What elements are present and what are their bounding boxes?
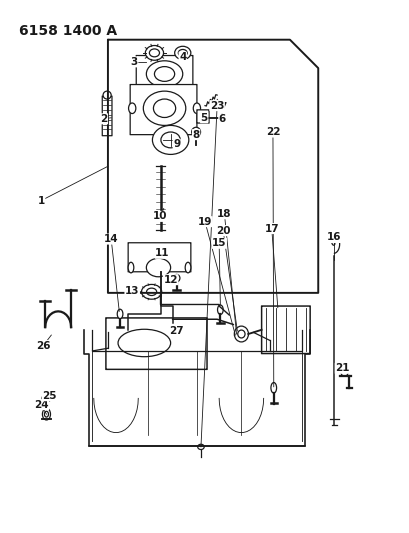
Text: 10: 10 (153, 212, 167, 221)
Text: 15: 15 (211, 238, 226, 248)
Ellipse shape (173, 274, 180, 282)
Text: 13: 13 (125, 286, 139, 296)
Text: 23: 23 (209, 101, 224, 111)
Text: 14: 14 (103, 234, 118, 244)
Ellipse shape (145, 45, 163, 60)
FancyBboxPatch shape (196, 110, 209, 123)
Text: 6158 1400 A: 6158 1400 A (19, 24, 117, 38)
Text: 3: 3 (130, 57, 137, 67)
Text: 25: 25 (42, 391, 56, 401)
Ellipse shape (143, 91, 185, 125)
Ellipse shape (178, 50, 187, 56)
Text: 16: 16 (326, 232, 341, 243)
Ellipse shape (118, 329, 170, 357)
Ellipse shape (234, 326, 248, 342)
Ellipse shape (117, 309, 123, 319)
FancyBboxPatch shape (102, 96, 112, 136)
Text: 8: 8 (192, 130, 199, 140)
Ellipse shape (146, 288, 156, 295)
Ellipse shape (197, 444, 204, 449)
Text: 5: 5 (200, 113, 207, 123)
Ellipse shape (237, 330, 245, 338)
Text: 26: 26 (36, 341, 50, 351)
Ellipse shape (44, 411, 48, 417)
Text: 11: 11 (155, 248, 169, 259)
Text: 4: 4 (179, 52, 186, 62)
Text: 7: 7 (219, 102, 226, 112)
Ellipse shape (103, 91, 111, 99)
Text: 24: 24 (34, 400, 48, 410)
Text: 1: 1 (38, 196, 45, 206)
Text: 22: 22 (265, 127, 279, 137)
Ellipse shape (128, 262, 133, 273)
FancyBboxPatch shape (106, 318, 207, 369)
Ellipse shape (193, 103, 200, 114)
Ellipse shape (141, 285, 161, 299)
Ellipse shape (42, 408, 50, 420)
Ellipse shape (185, 262, 190, 273)
FancyBboxPatch shape (136, 55, 192, 92)
Ellipse shape (149, 49, 159, 57)
FancyBboxPatch shape (130, 85, 196, 135)
Text: 6: 6 (218, 114, 225, 124)
Text: 9: 9 (173, 139, 180, 149)
Ellipse shape (340, 368, 347, 376)
Text: 20: 20 (216, 225, 230, 236)
Ellipse shape (146, 259, 170, 277)
Text: 17: 17 (264, 223, 279, 233)
FancyBboxPatch shape (128, 243, 190, 272)
Ellipse shape (153, 99, 175, 117)
Text: 2: 2 (100, 114, 107, 124)
FancyBboxPatch shape (261, 306, 309, 353)
Ellipse shape (154, 67, 174, 82)
Ellipse shape (128, 103, 135, 114)
Ellipse shape (217, 305, 222, 314)
Text: 21: 21 (335, 364, 349, 373)
Ellipse shape (152, 125, 189, 155)
Ellipse shape (174, 46, 190, 60)
Text: 12: 12 (163, 274, 178, 285)
Ellipse shape (270, 383, 276, 393)
Text: 19: 19 (197, 217, 212, 227)
Ellipse shape (146, 61, 182, 87)
Ellipse shape (44, 397, 48, 400)
Ellipse shape (160, 132, 180, 148)
Text: 18: 18 (217, 209, 231, 219)
Ellipse shape (41, 395, 51, 401)
Text: 27: 27 (169, 326, 184, 336)
Ellipse shape (191, 127, 200, 137)
